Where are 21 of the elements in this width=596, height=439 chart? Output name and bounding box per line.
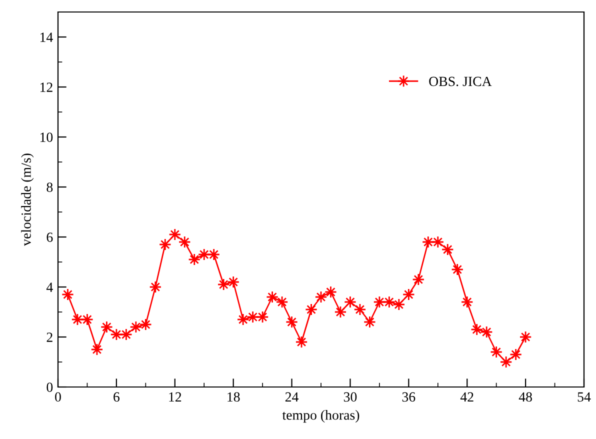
x-tick-label: 54 — [578, 392, 591, 402]
y-axis-title: velocidade (m/s) — [21, 154, 34, 246]
y-tick-label: 6 — [46, 232, 53, 242]
legend-label: OBS. JICA — [429, 76, 492, 86]
x-tick-label: 42 — [460, 392, 474, 402]
x-tick-label: 12 — [169, 392, 182, 402]
y-tick-label: 8 — [46, 182, 53, 192]
y-tick-label: 4 — [46, 282, 53, 292]
y-tick-label: 12 — [40, 82, 52, 92]
x-tick-label: 30 — [344, 392, 357, 402]
x-axis-title: tempo (horas) — [282, 410, 360, 423]
y-tick-label: 10 — [40, 132, 53, 142]
x-tick-label: 36 — [402, 392, 416, 402]
x-tick-label: 48 — [518, 392, 532, 402]
x-tick-label: 18 — [228, 392, 240, 402]
y-tick-label: 14 — [40, 32, 53, 42]
y-tick-label: 0 — [46, 382, 53, 392]
x-tick-label: 24 — [285, 392, 299, 402]
y-tick-label: 2 — [46, 332, 52, 342]
x-tick-label: 6 — [114, 392, 120, 402]
x-tick-label: 0 — [55, 392, 61, 402]
